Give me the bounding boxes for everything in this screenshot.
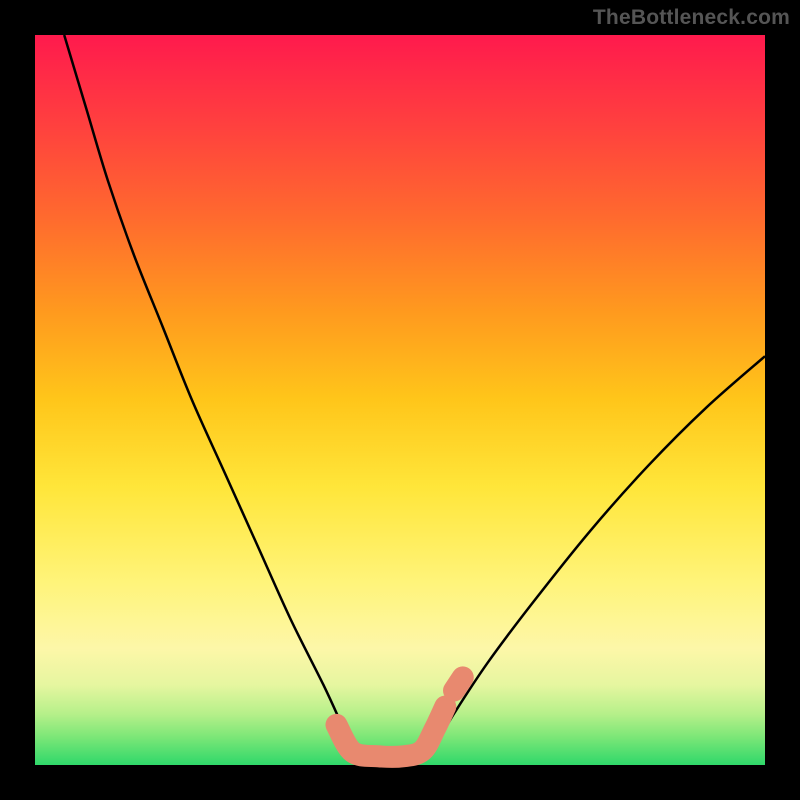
chart-outer-frame: TheBottleneck.com [0, 0, 800, 800]
curve-right-branch [440, 356, 765, 737]
marker-top-right-dot [454, 677, 463, 690]
bottleneck-curve-svg [0, 0, 800, 800]
watermark-text: TheBottleneck.com [593, 6, 790, 30]
marker-bottom-sausage [336, 707, 445, 757]
curve-left-branch [64, 35, 349, 742]
